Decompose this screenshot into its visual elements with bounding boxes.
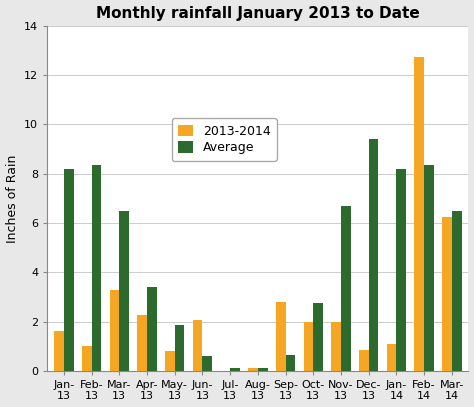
Bar	[285, 355, 295, 371]
Bar	[147, 287, 157, 371]
Bar	[230, 368, 240, 371]
Bar	[91, 165, 101, 371]
Bar	[359, 350, 369, 371]
Bar	[331, 322, 341, 371]
Bar	[276, 302, 285, 371]
Bar	[248, 368, 258, 371]
Bar	[387, 344, 396, 371]
Bar	[54, 331, 64, 371]
Bar	[414, 57, 424, 371]
Bar	[313, 303, 323, 371]
Bar	[396, 169, 406, 371]
Bar	[175, 325, 184, 371]
Title: Monthly rainfall January 2013 to Date: Monthly rainfall January 2013 to Date	[96, 6, 420, 21]
Bar	[424, 165, 434, 371]
Bar	[119, 211, 129, 371]
Bar	[258, 368, 267, 371]
Legend: 2013-2014, Average: 2013-2014, Average	[172, 118, 277, 161]
Bar	[303, 322, 313, 371]
Bar	[64, 169, 73, 371]
Bar	[369, 139, 378, 371]
Bar	[165, 351, 175, 371]
Bar	[452, 211, 462, 371]
Bar	[202, 356, 212, 371]
Bar	[341, 206, 351, 371]
Bar	[193, 320, 202, 371]
Y-axis label: Inches of Rain: Inches of Rain	[6, 154, 18, 243]
Bar	[137, 315, 147, 371]
Bar	[442, 217, 452, 371]
Bar	[82, 346, 91, 371]
Bar	[109, 289, 119, 371]
